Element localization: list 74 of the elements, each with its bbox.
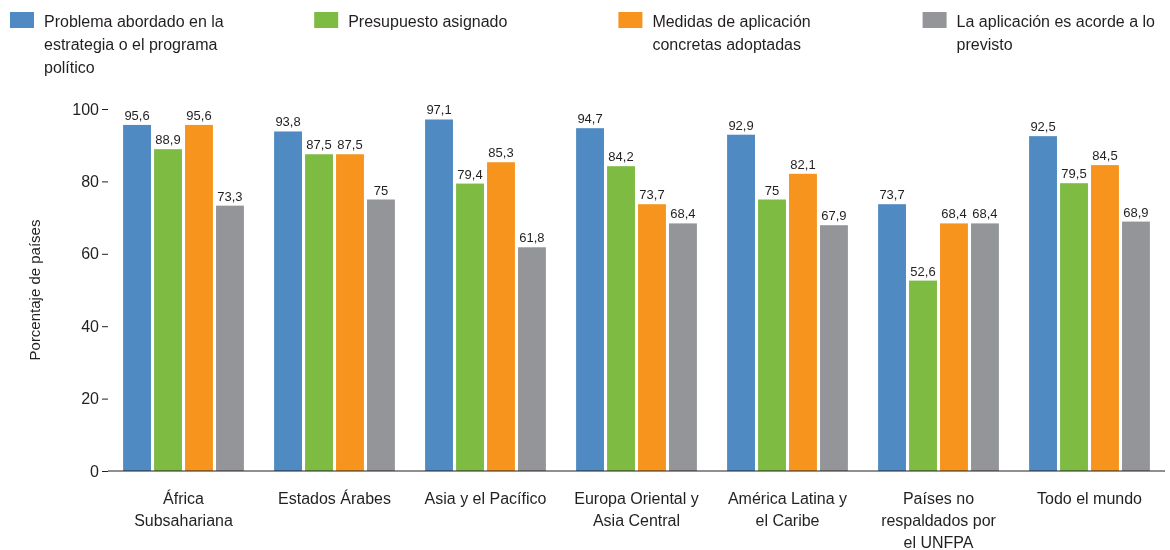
bar <box>518 247 546 471</box>
data-label: 87,5 <box>306 137 332 153</box>
data-label: 75 <box>764 182 780 198</box>
legend-label: Medidas de aplicación concretas adoptadas <box>652 13 811 53</box>
data-label: 87,5 <box>337 137 363 153</box>
data-label: 68,4 <box>972 206 998 222</box>
bar <box>336 154 364 471</box>
data-label: 73,7 <box>879 187 905 203</box>
data-label: 92,5 <box>1030 119 1056 135</box>
legend-label: La aplicación es acorde a lo previsto <box>956 13 1156 53</box>
bar <box>971 223 999 471</box>
y-axis-title: Porcentaje de países <box>26 219 43 361</box>
x-tick-label: Europa Oriental y Asia Central <box>574 490 699 529</box>
bar <box>425 119 453 471</box>
data-label: 67,9 <box>821 208 847 224</box>
y-tick-label: 100 <box>72 100 100 118</box>
data-label: 94,7 <box>577 111 603 127</box>
x-tick-label: Estados Árabes <box>278 489 391 507</box>
bar <box>185 124 213 471</box>
bar <box>940 223 968 471</box>
data-label: 73,7 <box>639 187 665 203</box>
bar <box>487 162 515 471</box>
y-tick-label: 0 <box>90 462 100 480</box>
bar <box>727 134 755 471</box>
bar <box>1060 183 1088 471</box>
data-label: 61,8 <box>519 230 545 246</box>
bar <box>669 223 697 471</box>
bar <box>789 173 817 471</box>
y-tick-label: 20 <box>81 390 100 408</box>
x-tick-label: Asia y el Pacífico <box>424 490 547 507</box>
bar <box>1122 221 1150 471</box>
bar <box>909 280 937 471</box>
bar <box>878 204 906 471</box>
data-label: 88,9 <box>155 132 181 148</box>
data-label: 82,1 <box>790 156 816 172</box>
x-tick-label: América Latina y el Caribe <box>727 490 848 529</box>
bar <box>758 199 786 471</box>
data-label: 68,4 <box>670 206 696 222</box>
data-label: 68,4 <box>941 206 967 222</box>
data-label: 92,9 <box>728 117 754 133</box>
data-label: 75 <box>373 182 389 198</box>
bar <box>123 124 151 471</box>
bar <box>216 205 244 471</box>
y-tick-label: 80 <box>81 173 100 191</box>
x-tick-label: África Subsahariana <box>134 489 233 529</box>
x-tick-label: Todo el mundo <box>1037 490 1143 507</box>
bar <box>274 131 302 471</box>
bar <box>1091 165 1119 471</box>
bar <box>367 199 395 471</box>
data-label: 95,6 <box>186 107 212 123</box>
data-label: 84,2 <box>608 149 634 165</box>
data-label: 93,8 <box>275 114 301 130</box>
legend-label: Presupuesto asignado <box>348 13 508 30</box>
data-label: 97,1 <box>426 102 452 118</box>
y-tick-label: 60 <box>81 245 100 263</box>
data-label: 52,6 <box>910 263 936 279</box>
bar <box>1029 136 1057 471</box>
data-label: 79,5 <box>1061 166 1087 182</box>
bar <box>576 128 604 471</box>
bar <box>154 149 182 471</box>
bar <box>456 183 484 471</box>
data-label: 73,3 <box>217 188 243 204</box>
data-label: 95,6 <box>124 107 150 123</box>
x-tick-label: Países no respaldados por el UNFPA <box>881 490 997 550</box>
data-label: 85,3 <box>488 145 514 161</box>
y-tick-label: 40 <box>81 317 100 335</box>
data-label: 79,4 <box>457 166 483 182</box>
bar <box>638 204 666 471</box>
data-label: 84,5 <box>1092 148 1118 164</box>
bar <box>607 166 635 471</box>
data-label: 68,9 <box>1123 204 1149 220</box>
bar <box>820 225 848 471</box>
bar <box>305 154 333 471</box>
legend-label: Problema abordado en la estrategia o el programa político <box>44 13 224 76</box>
